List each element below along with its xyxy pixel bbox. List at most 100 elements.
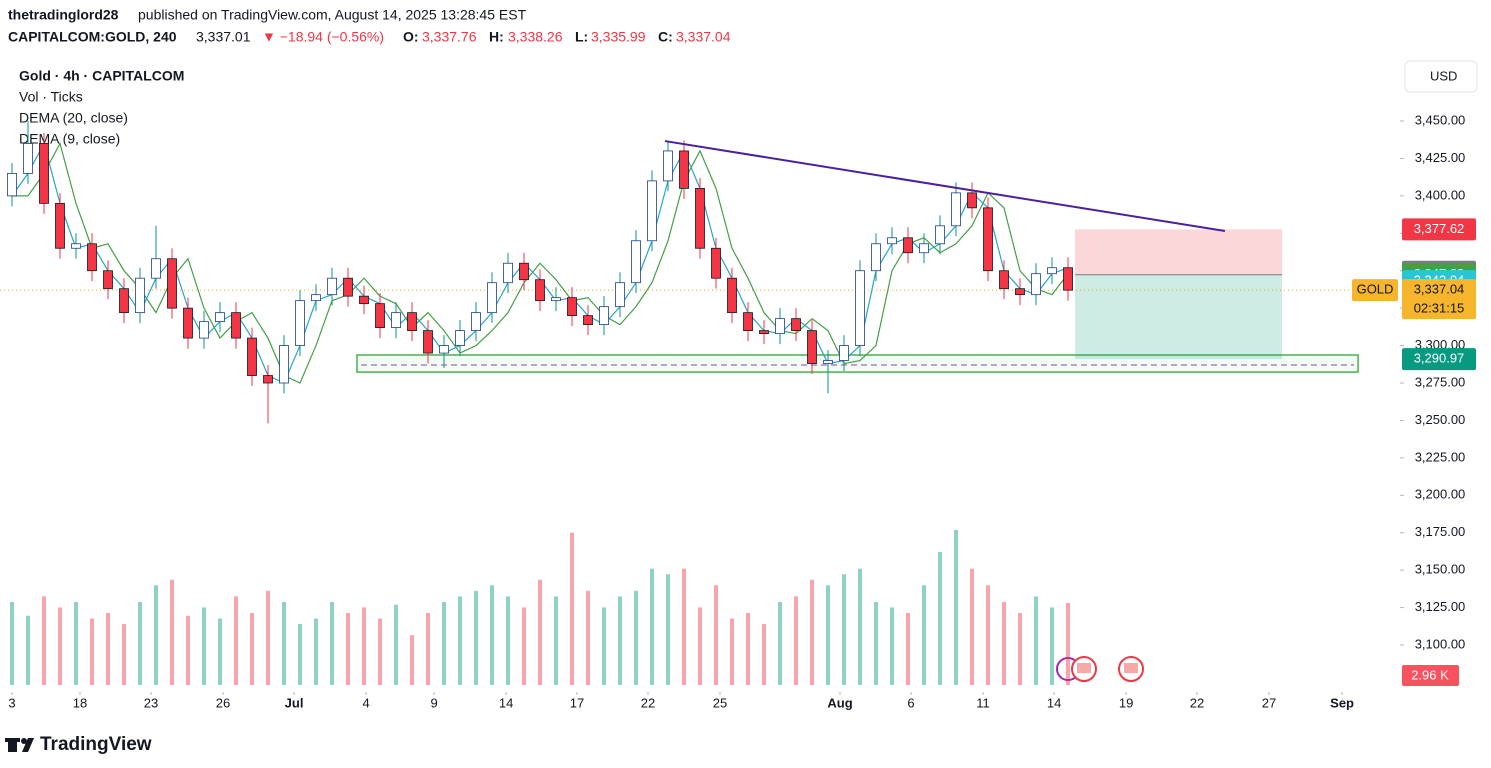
volume-bar [986,585,990,685]
y-tick-label: 3,450.00 [1415,112,1466,127]
y-tick-label: 3,125.00 [1415,599,1466,614]
last-price: 3,337.01 [196,29,251,45]
volume-bar [714,585,718,685]
candle-body [743,312,753,331]
volume-bar [42,596,46,685]
candle-body [919,243,929,254]
volume-bar [570,532,574,685]
candle-body [983,207,993,272]
volume-bar [106,612,110,685]
volume-bar [954,529,958,685]
volume-bar [666,574,670,685]
candle-body [599,306,609,326]
candle-body [535,279,545,302]
candle-body [711,247,721,279]
x-tick-label: 23 [144,695,158,710]
l-label: L: [575,29,588,45]
candle-body [951,192,961,227]
publisher: thetradinglord28 [8,7,119,23]
candle-body [967,192,977,209]
volume-bar [26,615,30,685]
candle-body [887,237,897,245]
volume-bar [778,601,782,685]
l-value: 3,335.99 [591,29,646,45]
volume-bar [314,618,318,685]
volume-bar [538,579,542,685]
candle-body [487,282,497,314]
candle-body [807,330,817,364]
candle-body [279,345,289,384]
volume-bar [346,612,350,685]
volume-bar [298,624,302,685]
candle-body [551,297,561,302]
volume-bar [170,579,174,685]
volume-bar [362,607,366,685]
x-tick-label: 19 [1119,695,1133,710]
y-tick-label: 3,225.00 [1415,449,1466,464]
brand-logo [5,738,34,752]
candle-body [455,330,465,346]
candle-body [871,243,881,272]
volume-bar [1050,607,1054,685]
volume-bar [394,604,398,685]
y-tick-label: 3,200.00 [1415,487,1466,502]
volume-bar [554,596,558,685]
volume-bar [122,624,126,685]
candle-body [935,225,945,245]
c-label: C: [658,29,673,45]
candle-body [1031,273,1041,296]
candle-body [823,360,833,364]
candle-body [471,312,481,331]
symbol: CAPITALCOM:GOLD, 240 [8,29,177,45]
legend-dema9: DEMA (9, close) [19,131,120,147]
volume-bar [842,574,846,685]
brand: TradingView [40,734,152,755]
currency: USD [1430,68,1457,83]
volume-bar [826,585,830,685]
support-zone [356,354,1359,373]
price-tag-label: 3,377.62 [1414,221,1465,236]
volume-bar [202,607,206,685]
volume-bar [426,612,430,685]
volume-bar [618,596,622,685]
x-tick-label: 22 [1190,695,1204,710]
volume-bar [442,601,446,685]
candle-body [503,262,513,284]
x-tick-label: 17 [570,695,584,710]
currency-button[interactable] [1404,60,1478,93]
stop-zone [1075,229,1283,275]
candle-body [359,295,369,305]
volume-bar [762,624,766,685]
candle-body [327,277,337,296]
candle-body [135,277,145,314]
volume-bar [154,585,158,685]
candle-body [7,172,17,197]
candle-body [71,243,81,249]
candle-body [215,312,225,323]
volume-bar [490,585,494,685]
volume-bar [522,607,526,685]
volume-bar [234,596,238,685]
volume-bar [266,590,270,685]
symbol-tag-label: GOLD [1357,282,1394,297]
candle-body [631,240,641,284]
candle-body [199,321,209,339]
published: published on TradingView.com, August 14,… [138,7,527,23]
volume-bar [938,552,942,685]
target-zone [1075,274,1283,360]
h-label: H: [489,29,504,45]
candle-body [151,258,161,279]
y-tick-label: 3,425.00 [1415,150,1466,165]
x-tick-label: 26 [216,695,230,710]
candle-body [855,270,865,346]
symbol-tag [1352,279,1398,302]
event-icons [1056,656,1144,682]
price-tag [1402,348,1476,371]
volume-bar [186,615,190,685]
candle-body [311,294,321,302]
volume-bar [506,596,510,685]
x-tick-label: 18 [73,695,87,710]
volume-bar [1066,603,1070,685]
candle-body [343,277,353,297]
